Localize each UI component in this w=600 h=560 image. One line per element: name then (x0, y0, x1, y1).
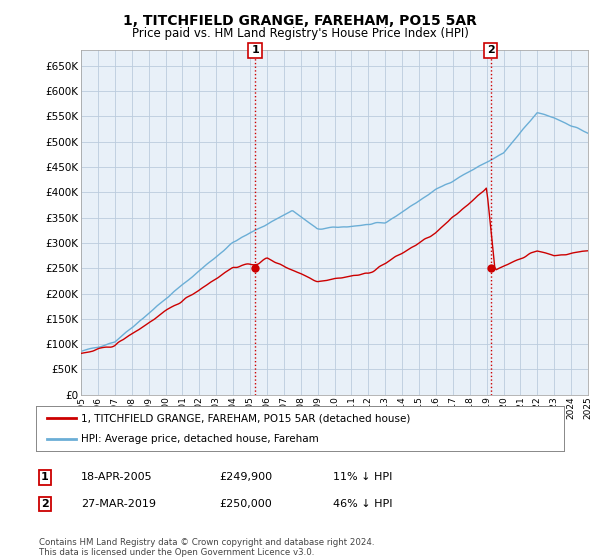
Text: 2: 2 (487, 45, 494, 55)
Text: Price paid vs. HM Land Registry's House Price Index (HPI): Price paid vs. HM Land Registry's House … (131, 27, 469, 40)
Text: 2: 2 (41, 499, 49, 509)
Text: 18-APR-2005: 18-APR-2005 (81, 472, 152, 482)
Text: £250,000: £250,000 (219, 499, 272, 509)
Text: 1: 1 (251, 45, 259, 55)
Text: HPI: Average price, detached house, Fareham: HPI: Average price, detached house, Fare… (81, 433, 319, 444)
Text: 27-MAR-2019: 27-MAR-2019 (81, 499, 156, 509)
Text: 1, TITCHFIELD GRANGE, FAREHAM, PO15 5AR: 1, TITCHFIELD GRANGE, FAREHAM, PO15 5AR (123, 14, 477, 28)
Text: 1, TITCHFIELD GRANGE, FAREHAM, PO15 5AR (detached house): 1, TITCHFIELD GRANGE, FAREHAM, PO15 5AR … (81, 413, 410, 423)
Text: £249,900: £249,900 (219, 472, 272, 482)
Text: 1: 1 (41, 472, 49, 482)
Text: Contains HM Land Registry data © Crown copyright and database right 2024.
This d: Contains HM Land Registry data © Crown c… (39, 538, 374, 557)
Text: 46% ↓ HPI: 46% ↓ HPI (333, 499, 392, 509)
Text: 11% ↓ HPI: 11% ↓ HPI (333, 472, 392, 482)
